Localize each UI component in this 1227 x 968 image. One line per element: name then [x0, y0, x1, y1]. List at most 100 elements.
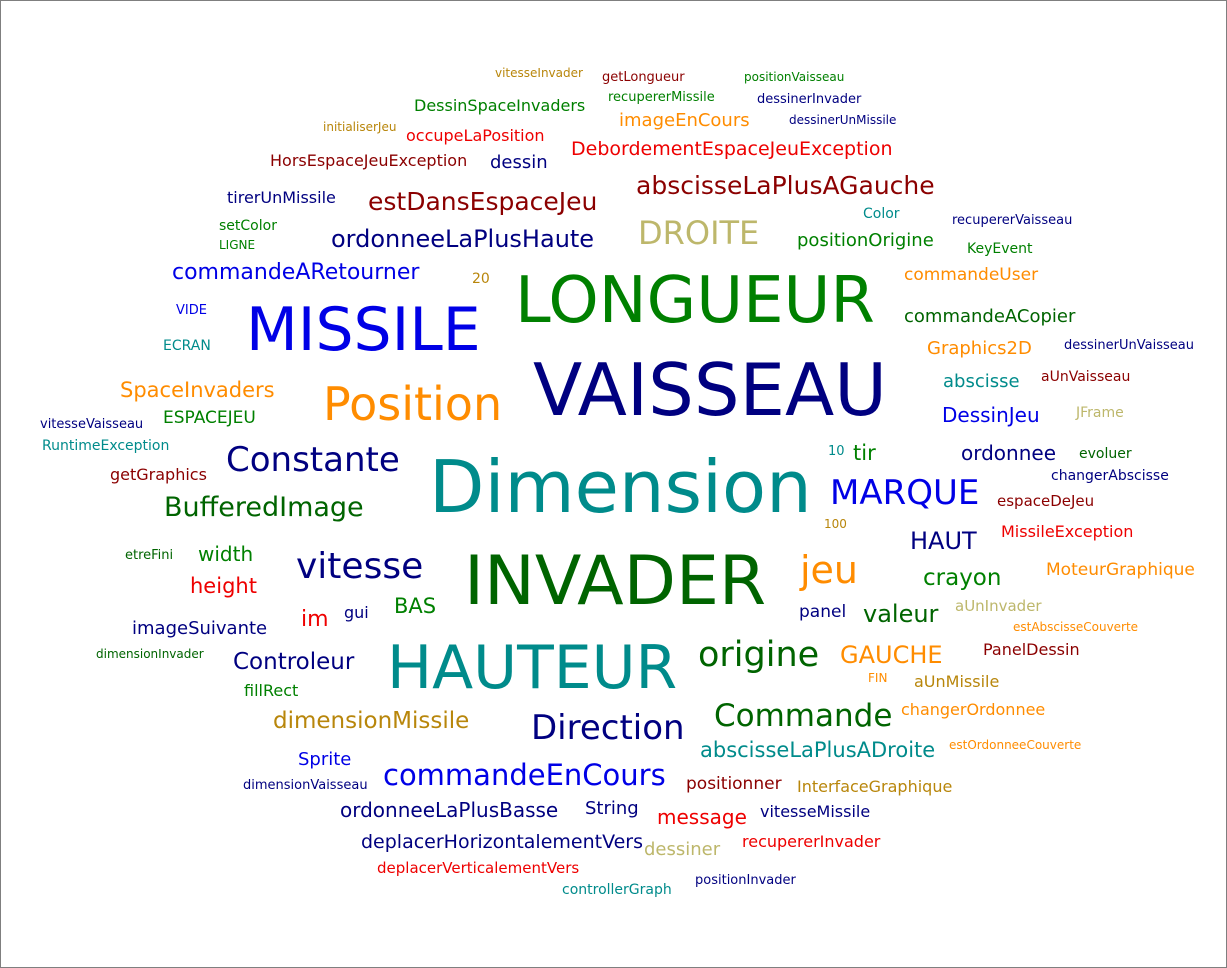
cloud-word-positionner: positionner [686, 774, 782, 794]
cloud-word-positionvaisseau: positionVaisseau [744, 70, 845, 84]
cloud-word-gui: gui [344, 603, 369, 622]
cloud-word-invader: INVADER [464, 542, 767, 621]
cloud-word-dimension: Dimension [429, 445, 812, 529]
cloud-word-constante: Constante [226, 440, 400, 480]
cloud-word-bufferedimage: BufferedImage [164, 492, 364, 523]
cloud-word-debordementespacejeuexception: DebordementEspaceJeuException [571, 138, 893, 160]
cloud-word-vitessemissile: vitesseMissile [760, 802, 871, 821]
cloud-word-moteurgraphique: MoteurGraphique [1046, 560, 1195, 580]
cloud-word-getgraphics: getGraphics [110, 465, 207, 484]
cloud-word-occupelaposition: occupeLaPosition [406, 126, 545, 145]
cloud-word-commandearetourner: commandeARetourner [172, 260, 420, 285]
cloud-word-direction: Direction [531, 708, 685, 748]
cloud-word-imageencours: imageEnCours [619, 110, 750, 131]
cloud-word-commandeuser: commandeUser [904, 265, 1039, 285]
cloud-word-bas: BAS [394, 594, 437, 618]
cloud-word-valeur: valeur [863, 600, 939, 628]
cloud-word-dimensionmissile: dimensionMissile [273, 708, 470, 734]
cloud-word-haut: HAUT [910, 527, 977, 555]
cloud-word-marque: MARQUE [830, 473, 980, 513]
cloud-word-imagesuivante: imageSuivante [132, 618, 268, 639]
cloud-word-gauche: GAUCHE [840, 641, 943, 669]
cloud-word-controllergraph: controllerGraph [562, 882, 672, 898]
cloud-word-abscisselaplusagauche: abscisseLaPlusAGauche [636, 171, 935, 200]
cloud-word-message: message [657, 805, 747, 829]
cloud-word-estabscissecouverte: estAbscisseCouverte [1013, 620, 1139, 634]
cloud-word-origine: origine [698, 635, 820, 675]
cloud-word-paneldessin: PanelDessin [983, 640, 1080, 659]
cloud-word-recuperervaisseau: recupererVaisseau [952, 213, 1073, 228]
cloud-word-dessinerunvaisseau: dessinerUnVaisseau [1064, 338, 1194, 353]
cloud-word-jframe: JFrame [1076, 405, 1124, 421]
cloud-word-vitessevaisseau: vitesseVaisseau [40, 417, 144, 432]
cloud-word-dessinjeu: DessinJeu [942, 403, 1040, 427]
cloud-word-deplacerverticalementvers: deplacerVerticalementVers [377, 859, 580, 877]
cloud-word-tir: tir [853, 441, 876, 465]
cloud-word-10: 10 [828, 444, 845, 459]
cloud-word-estdansespacejeu: estDansEspaceJeu [368, 187, 598, 216]
cloud-word-initialiserjeu: initialiserJeu [323, 120, 397, 134]
cloud-word-getlongueur: getLongueur [602, 70, 685, 85]
cloud-word-abscisselaplusadroite: abscisseLaPlusADroite [700, 738, 936, 762]
cloud-word-etrefini: etreFini [125, 548, 174, 563]
cloud-word-controleur: Controleur [233, 649, 355, 675]
cloud-word-changerordonnee: changerOrdonnee [901, 700, 1046, 719]
cloud-word-hauteur: HAUTEUR [387, 633, 678, 703]
cloud-word-dessiner: dessiner [644, 839, 721, 860]
cloud-word-fin: FIN [868, 671, 888, 685]
cloud-word-commandeencours: commandeEnCours [383, 758, 666, 792]
cloud-word-keyevent: KeyEvent [967, 241, 1033, 257]
cloud-word-espacedejeu: espaceDeJeu [997, 492, 1095, 510]
cloud-word-recupererinvader: recupererInvader [742, 832, 881, 851]
cloud-word-string: String [585, 798, 639, 819]
cloud-word-ligne: LIGNE [219, 238, 256, 252]
cloud-word-espacejeu: ESPACEJEU [163, 408, 256, 428]
cloud-word-missileexception: MissileException [1001, 522, 1134, 541]
cloud-word-aunvaisseau: aUnVaisseau [1041, 369, 1131, 385]
cloud-word-panel: panel [799, 602, 847, 622]
cloud-word-graphics2d: Graphics2D [927, 338, 1032, 359]
cloud-word-abscisse: abscisse [943, 371, 1020, 392]
cloud-word-ordonnee: ordonnee [961, 441, 1056, 465]
cloud-word-dessin: dessin [490, 152, 548, 173]
cloud-word-auninvader: aUnInvader [955, 597, 1042, 615]
cloud-word-width: width [198, 542, 254, 566]
cloud-word-dessinspaceinvaders: DessinSpaceInvaders [414, 96, 586, 115]
cloud-word-height: height [190, 574, 257, 598]
cloud-word-positioninvader: positionInvader [695, 873, 796, 888]
cloud-word-vitesseinvader: vitesseInvader [495, 66, 583, 80]
cloud-word-commande: Commande [714, 698, 893, 734]
cloud-word-droite: DROITE [638, 214, 760, 252]
cloud-word-commandeacopier: commandeACopier [904, 306, 1076, 327]
cloud-word-fillrect: fillRect [244, 681, 299, 700]
cloud-word-20: 20 [472, 271, 490, 287]
cloud-word-im: im [301, 607, 329, 632]
cloud-word-changerabscisse: changerAbscisse [1051, 468, 1169, 484]
cloud-word-vide: VIDE [176, 303, 207, 318]
cloud-word-color: Color [863, 206, 900, 222]
cloud-word-horsespacejeuexception: HorsEspaceJeuException [270, 151, 468, 170]
cloud-word-ordonneelaplushaute: ordonneeLaPlusHaute [331, 225, 595, 253]
cloud-word-evoluer: evoluer [1079, 446, 1132, 462]
cloud-word-vitesse: vitesse [296, 546, 424, 587]
cloud-word-deplacerhorizontalementvers: deplacerHorizontalementVers [361, 831, 643, 853]
cloud-word-ecran: ECRAN [163, 338, 211, 354]
cloud-word-runtimeexception: RuntimeException [42, 438, 170, 454]
cloud-word-vaisseau: VAISSEAU [533, 348, 887, 432]
cloud-word-tirerunmissile: tirerUnMissile [227, 188, 336, 207]
cloud-word-estordonneecouverte: estOrdonneeCouverte [949, 738, 1082, 752]
cloud-word-dimensionvaisseau: dimensionVaisseau [243, 778, 368, 793]
cloud-word-crayon: crayon [923, 565, 1002, 591]
cloud-word-recuperermissile: recupererMissile [608, 90, 715, 105]
cloud-word-positionorigine: positionOrigine [797, 230, 934, 251]
cloud-word-100: 100 [824, 517, 847, 531]
cloud-word-dimensioninvader: dimensionInvader [96, 647, 204, 661]
cloud-word-jeu: jeu [800, 548, 859, 592]
cloud-word-aunmissile: aUnMissile [914, 672, 1000, 691]
cloud-word-dessinerinvader: dessinerInvader [757, 92, 862, 107]
cloud-word-spaceinvaders: SpaceInvaders [120, 378, 275, 402]
cloud-word-dessinerunmissile: dessinerUnMissile [789, 113, 897, 127]
cloud-word-setcolor: setColor [219, 218, 277, 234]
cloud-word-missile: MISSILE [246, 295, 481, 365]
